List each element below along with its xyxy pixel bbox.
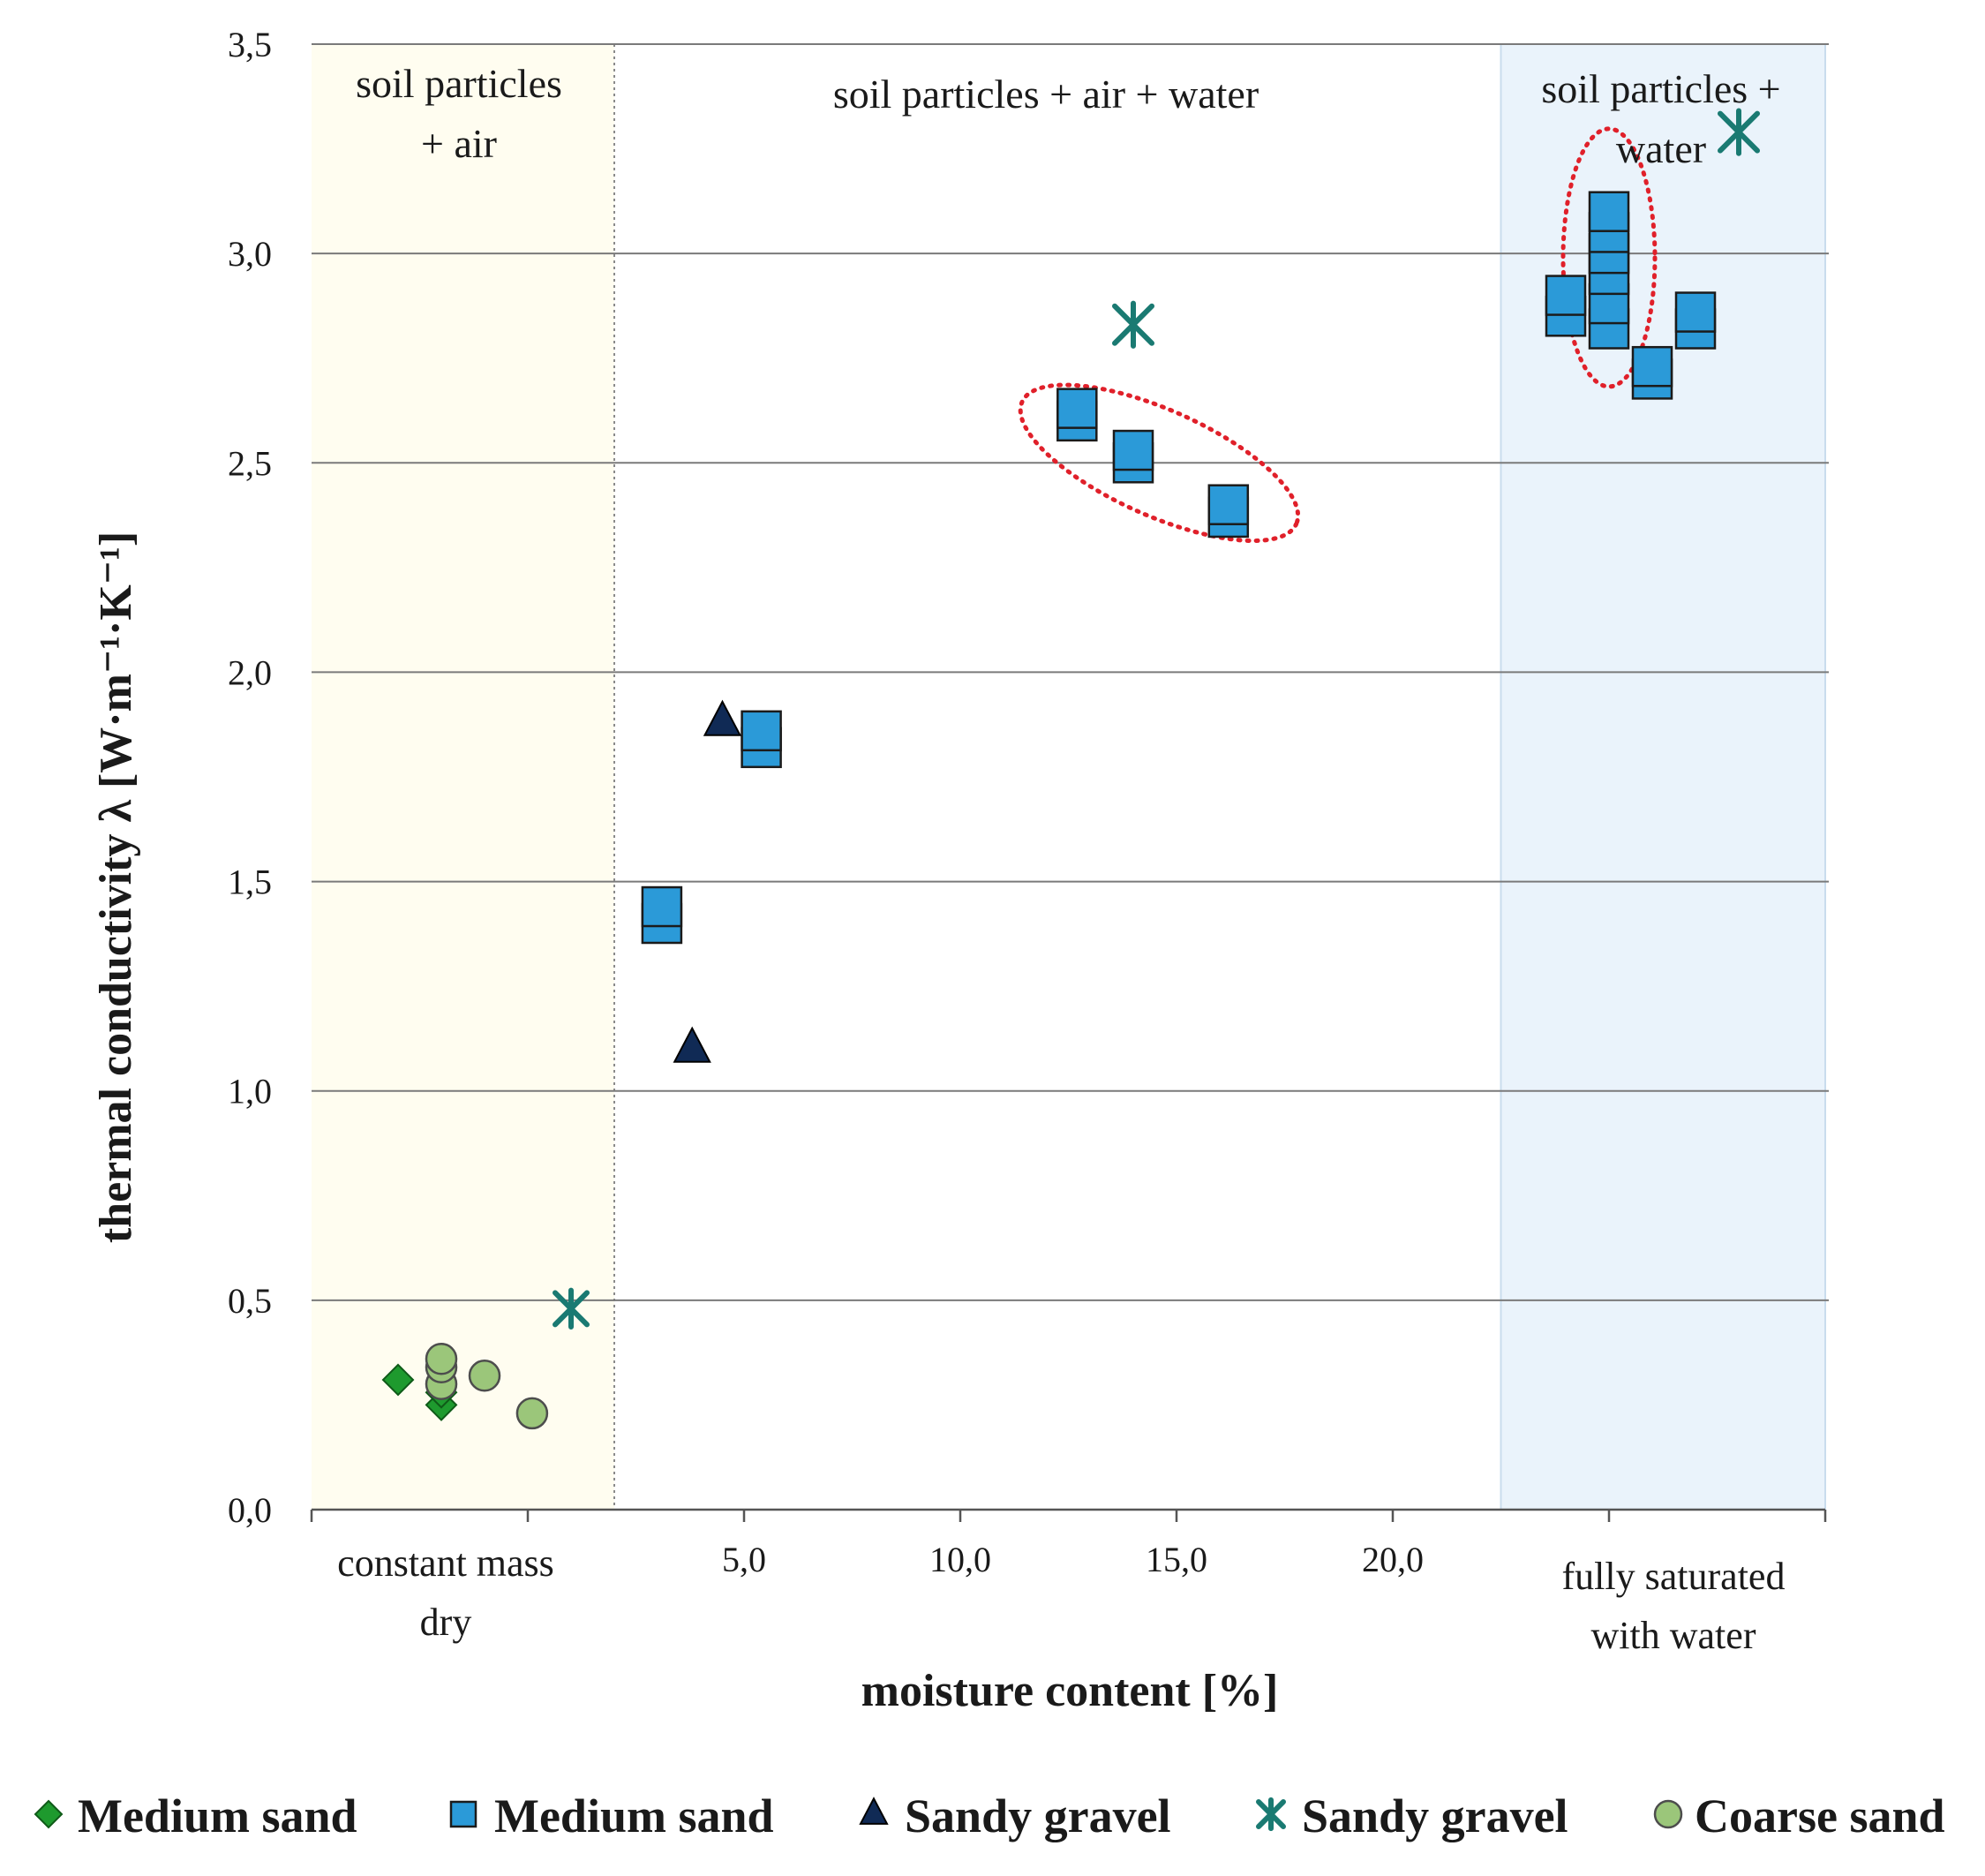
legend-marker-3 [1256,1797,1286,1832]
legend-item-3: Sandy gravel [1256,1789,1568,1842]
x-tick-label-4: 15,0 [1146,1540,1207,1579]
zone-partial-background [614,44,1501,1510]
series-4-point-3 [468,1359,501,1392]
zone-saturated-background [1500,44,1825,1510]
zone-saturated-label-0: soil particles + [1541,66,1780,111]
series-3-point-1 [1112,300,1154,349]
zone-dry-background [312,44,614,1510]
series-2-point-1 [703,699,742,736]
series-4-point-2 [425,1343,458,1375]
legend-marker-1 [449,1800,477,1828]
series-1-point-3 [741,710,782,752]
series-1-point-19 [1631,345,1673,388]
highlight-ellipse-2 [1560,126,1658,389]
legend-label-2: Sandy gravel [905,1789,1171,1842]
x-tick-label-2: 5,0 [722,1540,766,1579]
y-tick-label-5: 2,5 [228,443,272,483]
y-tick-label-2: 1,0 [228,1072,272,1111]
y-tick-label-1: 0,5 [228,1281,272,1321]
zone-saturated-bottom-label-1: with water [1591,1614,1756,1657]
series-4-point-4 [515,1397,549,1430]
series-3-point-2 [1718,108,1760,156]
x-axis-title: moisture content [%] [861,1666,1279,1716]
legend-marker-2 [859,1797,889,1825]
zone-dry-bottom-label-1: dry [420,1601,472,1644]
zones-layer [312,43,1826,1511]
legend-item-1: Medium sand [449,1789,774,1842]
legend-label-0: Medium sand [78,1789,357,1842]
zone-dry-label-0: soil particles [356,61,562,106]
series-3-point-0 [553,1287,590,1330]
legend-item-4: Coarse sand [1653,1789,1945,1842]
y-tick-label-0: 0,0 [228,1490,272,1530]
highlight-ellipse-1 [1018,382,1301,544]
series-1-point-11 [1545,275,1587,316]
legend-item-0: Medium sand [34,1789,357,1842]
zone-dry-label-1: + air [421,121,497,166]
points-layer [381,108,1760,1430]
legend: Medium sand Medium sand Sandy gravel Sandy … [34,1789,1945,1842]
series-1-point-21 [1674,291,1717,333]
axes-layer [310,1508,1827,1522]
annotation-layer [1018,126,1658,544]
y-tick-label-7: 3,5 [228,25,272,64]
series-1-point-17 [1588,191,1630,232]
series-0-point-0 [381,1363,415,1397]
series-2-point-0 [673,1026,711,1063]
series-1-point-1 [641,885,683,928]
x-tick-label-3: 10,0 [929,1540,991,1579]
y-tick-label-4: 2,0 [228,652,272,692]
zone-partial-label-0: soil particles + air + water [833,72,1259,117]
legend-label-1: Medium sand [494,1789,774,1842]
grid-layer [312,43,1829,1301]
series-1-point-7 [1112,429,1154,471]
labels-layer: 5,0 10,0 15,0 20,0 0,0 0,5 1,0 1,5 2,0 2,5 3,0 3,5 s… [91,25,1785,1716]
x-tick-label-5: 20,0 [1362,1540,1424,1579]
zone-saturated-bottom-label-0: fully saturated [1562,1555,1786,1598]
zone-dry-bottom-label-0: constant mass [337,1541,554,1585]
legend-marker-0 [34,1799,64,1829]
zone-saturated-label-1: water [1616,126,1706,171]
series-1-point-5 [1056,388,1098,429]
legend-label-3: Sandy gravel [1302,1789,1568,1842]
legend-label-4: Coarse sand [1695,1789,1945,1842]
y-axis-title: thermal conductivity λ [W·m⁻¹·K⁻¹] [91,531,141,1243]
legend-marker-4 [1653,1799,1683,1829]
series-1-point-9 [1207,484,1250,525]
legend-item-2: Sandy gravel [859,1789,1171,1842]
y-tick-label-3: 1,5 [228,863,272,902]
y-tick-label-6: 3,0 [228,234,272,274]
